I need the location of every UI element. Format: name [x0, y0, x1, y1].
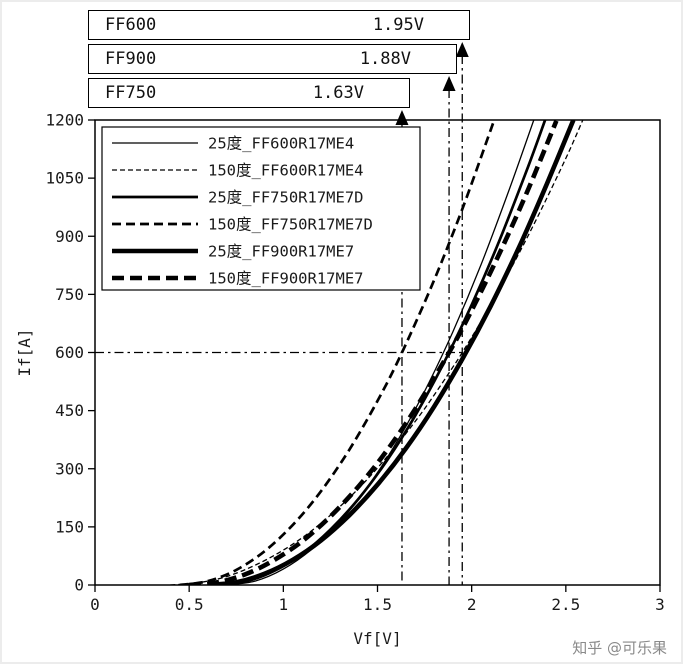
callout-vf-value: 1.95V	[372, 15, 424, 35]
y-axis-title: If[A]	[15, 328, 34, 376]
curve-150c-ff750r17me7d	[179, 120, 496, 585]
x-axis-title: Vf[V]	[353, 629, 401, 648]
vf-marker-arrow-ff750	[395, 110, 409, 125]
y-tick-label: 1050	[45, 169, 84, 188]
callout-vf-value: 1.88V	[359, 49, 411, 69]
x-tick-label: 2	[467, 595, 477, 614]
vf-marker-arrow-ff600	[455, 42, 469, 57]
x-tick-label: 3	[655, 595, 665, 614]
legend-label: 150度_FF750R17ME7D	[208, 216, 373, 234]
x-tick-label: 2.5	[551, 595, 580, 614]
legend-label: 25度_FF900R17ME7	[208, 243, 354, 261]
legend-label: 25度_FF750R17ME7D	[208, 189, 363, 207]
y-tick-label: 150	[55, 517, 84, 536]
callout-ff900: FF900 1.88V	[88, 44, 457, 74]
callout-device-label: FF750	[105, 83, 157, 103]
watermark: 知乎 @可乐果	[572, 639, 667, 657]
callout-device-label: FF900	[105, 49, 157, 69]
curve-25c-ff900r17me7	[207, 120, 576, 585]
x-tick-label: 0	[90, 595, 100, 614]
y-tick-label: 0	[74, 576, 84, 595]
legend-label: 25度_FF600R17ME4	[208, 135, 354, 153]
callout-vf-value: 1.63V	[312, 83, 364, 103]
callout-device-label: FF600	[105, 15, 157, 35]
curve-25c-ff600r17me4	[226, 120, 535, 585]
y-tick-label: 1200	[45, 111, 84, 130]
legend-box	[101, 126, 421, 291]
y-tick-label: 450	[55, 401, 84, 420]
y-tick-label: 600	[55, 343, 84, 362]
vf-marker-arrow-ff900	[442, 76, 456, 91]
legend-label: 150度_FF600R17ME4	[208, 162, 363, 180]
x-tick-label: 1.5	[363, 595, 392, 614]
x-tick-label: 0.5	[175, 595, 204, 614]
x-tick-label: 1	[279, 595, 289, 614]
y-tick-label: 900	[55, 227, 84, 246]
curve-150c-ff900r17me7	[188, 120, 559, 585]
callout-ff600: FF600 1.95V	[88, 10, 470, 40]
y-tick-label: 750	[55, 285, 84, 304]
legend-label: 150度_FF900R17ME7	[208, 270, 363, 288]
y-tick-label: 300	[55, 459, 84, 478]
callout-ff750: FF750 1.63V	[88, 78, 410, 108]
